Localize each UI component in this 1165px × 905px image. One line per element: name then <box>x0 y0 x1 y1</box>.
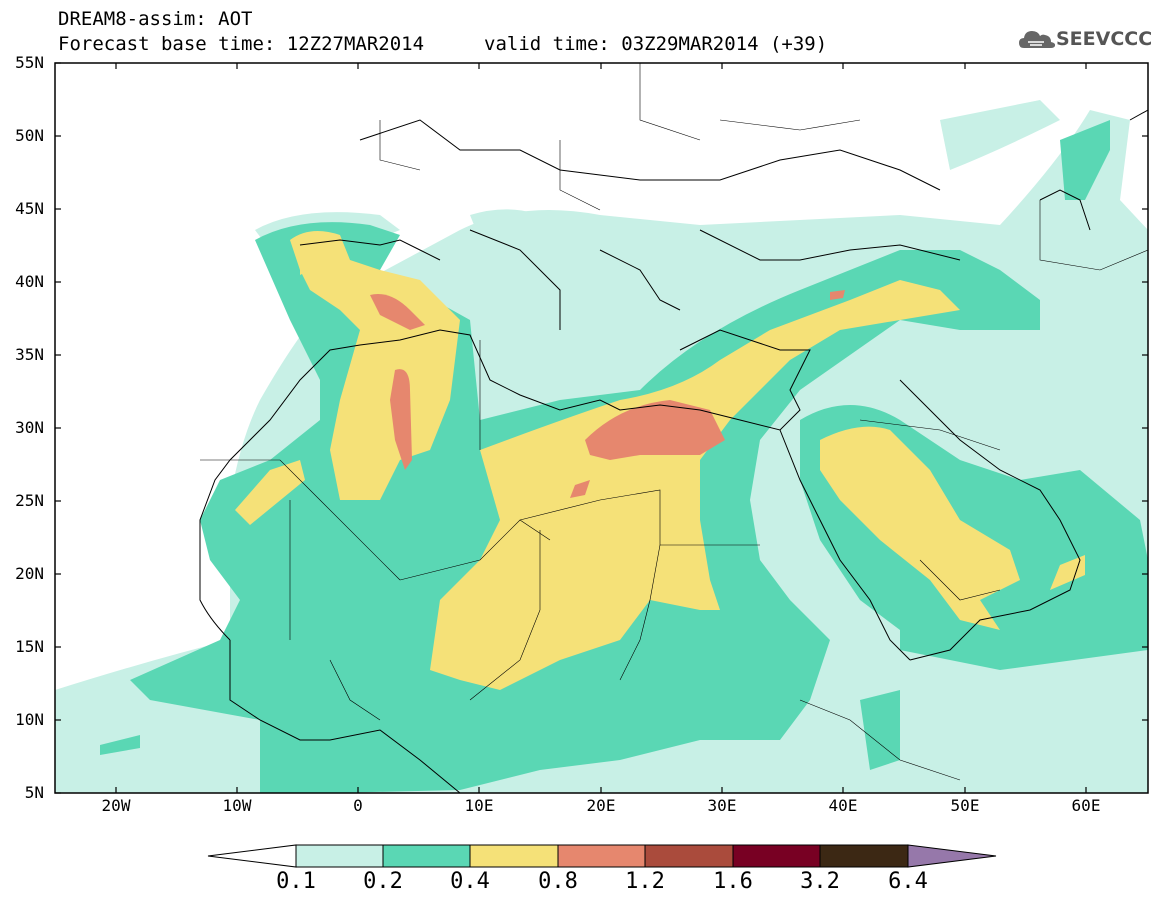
lat-label: 55N <box>15 53 44 72</box>
lon-label: 60E <box>1071 796 1101 815</box>
colorbar-label: 0.8 <box>538 869 578 894</box>
lon-label: 10E <box>464 796 494 815</box>
lon-label: 50E <box>950 796 980 815</box>
colorbar-bin-3 <box>469 844 559 868</box>
coastlines <box>55 63 1148 793</box>
lat-label: 30N <box>15 418 44 437</box>
colorbar-bin-4 <box>557 844 646 868</box>
lon-label: 10W <box>222 796 252 815</box>
logo-text: SEEVCCC <box>1056 28 1153 50</box>
seevccc-logo <box>1019 31 1056 48</box>
country-borders <box>200 63 1148 781</box>
colorbar-bin-2 <box>382 844 471 868</box>
aot-band-0.8-1.2 <box>370 290 845 498</box>
map-title: DREAM8-assim: AOT <box>58 8 253 30</box>
lon-label: 40E <box>828 796 858 815</box>
lon-label: 20E <box>586 796 616 815</box>
colorbar-label: 6.4 <box>888 869 928 894</box>
lat-label: 25N <box>15 491 44 510</box>
colorbar-label: 0.4 <box>450 869 490 894</box>
colorbar-low-arrow <box>207 844 297 868</box>
colorbar-label: 3.2 <box>800 869 840 894</box>
colorbar <box>207 844 997 868</box>
axis-ticks <box>55 62 1148 794</box>
lon-label: 30E <box>707 796 737 815</box>
colorbar-label: 0.2 <box>363 869 403 894</box>
lat-label: 45N <box>15 199 44 218</box>
lat-label: 50N <box>15 126 44 145</box>
colorbar-label: 0.1 <box>276 869 316 894</box>
lat-label: 35N <box>15 345 44 364</box>
colorbar-high-arrow <box>907 844 997 868</box>
lat-label: 40N <box>15 272 44 291</box>
lat-label: 10N <box>15 710 44 729</box>
valid-time: valid time: 03Z29MAR2014 (+39) <box>484 33 828 55</box>
lat-label: 20N <box>15 564 44 583</box>
aot-band-0.4-0.8 <box>235 231 1085 690</box>
lon-label: 0 <box>353 796 363 815</box>
colorbar-label: 1.6 <box>713 869 753 894</box>
colorbar-bin-5 <box>644 844 734 868</box>
colorbar-bin-7 <box>819 844 909 868</box>
colorbar-label: 1.2 <box>625 869 665 894</box>
lat-label: 15N <box>15 637 44 656</box>
forecast-base-time: Forecast base time: 12Z27MAR2014 <box>58 33 425 55</box>
colorbar-bin-1 <box>295 844 384 868</box>
cloud-icon <box>1019 31 1056 48</box>
lat-label: 5N <box>24 783 44 802</box>
colorbar-bin-6 <box>732 844 821 868</box>
aot-field <box>55 63 1148 793</box>
lon-label: 20W <box>101 796 131 815</box>
